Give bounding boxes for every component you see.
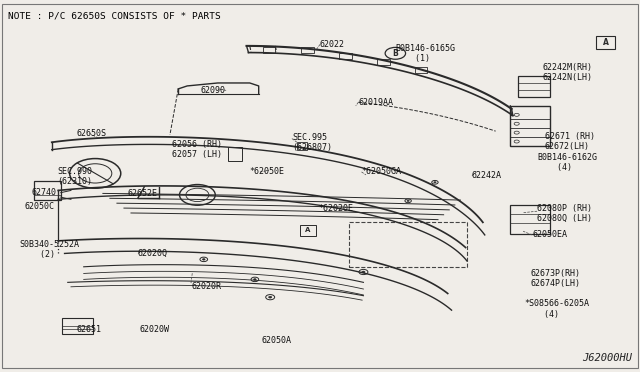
Text: *62050GA: *62050GA xyxy=(362,167,401,176)
Bar xyxy=(378,59,390,65)
Text: 62056 (RH)
62057 (LH): 62056 (RH) 62057 (LH) xyxy=(172,140,222,159)
Text: A: A xyxy=(305,227,310,233)
Bar xyxy=(415,67,428,73)
Circle shape xyxy=(269,296,272,298)
Text: *62050E: *62050E xyxy=(250,167,285,176)
Text: 62022: 62022 xyxy=(320,40,345,49)
Text: 62020W: 62020W xyxy=(140,325,170,334)
Text: 62020Q: 62020Q xyxy=(138,249,168,258)
Text: 62020R: 62020R xyxy=(191,282,221,291)
Text: 62650S: 62650S xyxy=(76,129,106,138)
Text: 62740: 62740 xyxy=(31,188,56,197)
Bar xyxy=(339,52,352,58)
Text: B: B xyxy=(392,49,398,58)
Circle shape xyxy=(407,200,409,202)
Text: 62673P(RH)
62674P(LH): 62673P(RH) 62674P(LH) xyxy=(531,269,580,288)
Text: 62050C: 62050C xyxy=(25,202,55,211)
Text: J62000HU: J62000HU xyxy=(582,353,632,363)
Text: 62050A: 62050A xyxy=(261,336,291,346)
Text: *62020E: *62020E xyxy=(318,205,353,214)
Circle shape xyxy=(434,182,436,183)
Circle shape xyxy=(362,271,365,273)
Circle shape xyxy=(202,259,205,260)
Text: S0B340-5252A
    (2): S0B340-5252A (2) xyxy=(20,240,80,259)
Text: 62080P (RH)
62080Q (LH): 62080P (RH) 62080Q (LH) xyxy=(537,204,592,223)
Text: 62050EA: 62050EA xyxy=(532,230,567,240)
Text: 62019AA: 62019AA xyxy=(358,98,394,107)
Text: B0B146-6162G
    (4): B0B146-6162G (4) xyxy=(537,153,597,172)
Text: SEC.990
(62310): SEC.990 (62310) xyxy=(57,167,92,186)
Text: 62651: 62651 xyxy=(76,325,101,334)
Circle shape xyxy=(253,279,256,280)
Text: 62652E: 62652E xyxy=(127,189,157,198)
Text: NOTE : P/C 62650S CONSISTS OF * PARTS: NOTE : P/C 62650S CONSISTS OF * PARTS xyxy=(8,12,221,21)
Text: 62242M(RH)
62242N(LH): 62242M(RH) 62242N(LH) xyxy=(542,63,592,82)
Text: B0B146-6165G
    (1): B0B146-6165G (1) xyxy=(396,44,455,63)
Bar xyxy=(262,46,275,52)
Text: A: A xyxy=(602,38,609,47)
Text: SEC.995
(626807): SEC.995 (626807) xyxy=(292,132,332,152)
Text: 62671 (RH)
62672(LH): 62671 (RH) 62672(LH) xyxy=(545,132,595,151)
Text: 62090: 62090 xyxy=(200,86,225,95)
Bar xyxy=(301,47,314,53)
Text: 62242A: 62242A xyxy=(472,171,502,180)
Text: *S08566-6205A
    (4): *S08566-6205A (4) xyxy=(524,299,589,319)
